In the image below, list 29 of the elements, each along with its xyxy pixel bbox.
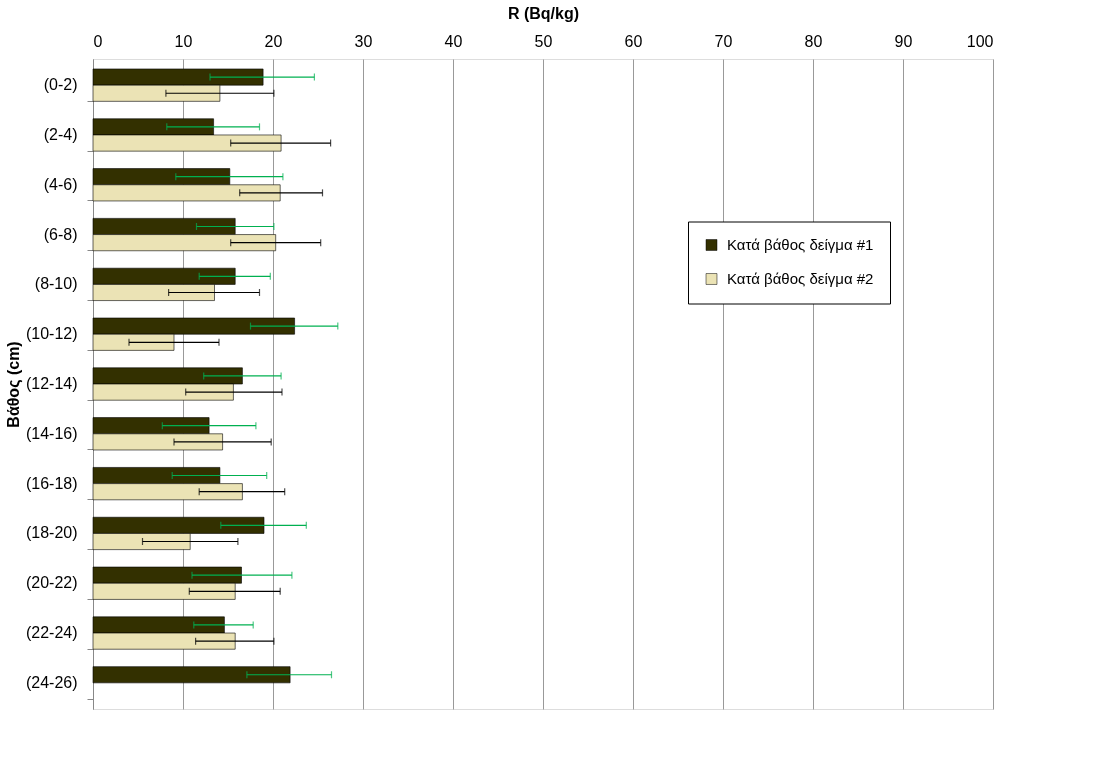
y-tick-label: (2-4) bbox=[43, 125, 78, 143]
x-tick-label: 20 bbox=[264, 32, 283, 50]
y-tick-label: (6-8) bbox=[43, 225, 78, 243]
y-tick-label: (18-20) bbox=[25, 524, 78, 542]
x-tick-label: 80 bbox=[804, 32, 823, 50]
x-tick-label: 50 bbox=[534, 32, 553, 50]
y-axis-title: Βάθος (cm) bbox=[4, 341, 23, 428]
y-tick-label: (4-6) bbox=[43, 175, 78, 193]
y-tick-label: (24-26) bbox=[25, 673, 78, 691]
bar bbox=[92, 666, 291, 684]
legend-label: Κατά βάθος δείγμα #1 bbox=[727, 236, 874, 253]
x-axis-title: R (Bq/kg) bbox=[507, 4, 580, 22]
y-tick-label: (14-16) bbox=[25, 424, 78, 442]
y-tick-label: (8-10) bbox=[34, 275, 78, 293]
x-tick-label: 10 bbox=[174, 32, 193, 50]
y-tick-label: (12-14) bbox=[25, 375, 78, 392]
y-tick-label: (22-24) bbox=[25, 624, 78, 642]
x-tick-label: 70 bbox=[714, 32, 733, 50]
x-tick-label: 40 bbox=[444, 32, 463, 50]
y-tick-label: (10-12) bbox=[25, 325, 78, 343]
legend-label: Κατά βάθος δείγμα #2 bbox=[727, 270, 874, 287]
y-tick-label: (0-2) bbox=[43, 76, 78, 94]
x-tick-label: 90 bbox=[894, 32, 913, 50]
x-tick-label: 60 bbox=[624, 32, 643, 50]
y-tick-label: (16-18) bbox=[25, 474, 78, 492]
y-tick-label: (20-22) bbox=[25, 574, 78, 592]
x-tick-label: 0 bbox=[93, 32, 103, 50]
x-tick-label: 30 bbox=[354, 32, 373, 50]
x-tick-label: 100 bbox=[966, 32, 994, 50]
